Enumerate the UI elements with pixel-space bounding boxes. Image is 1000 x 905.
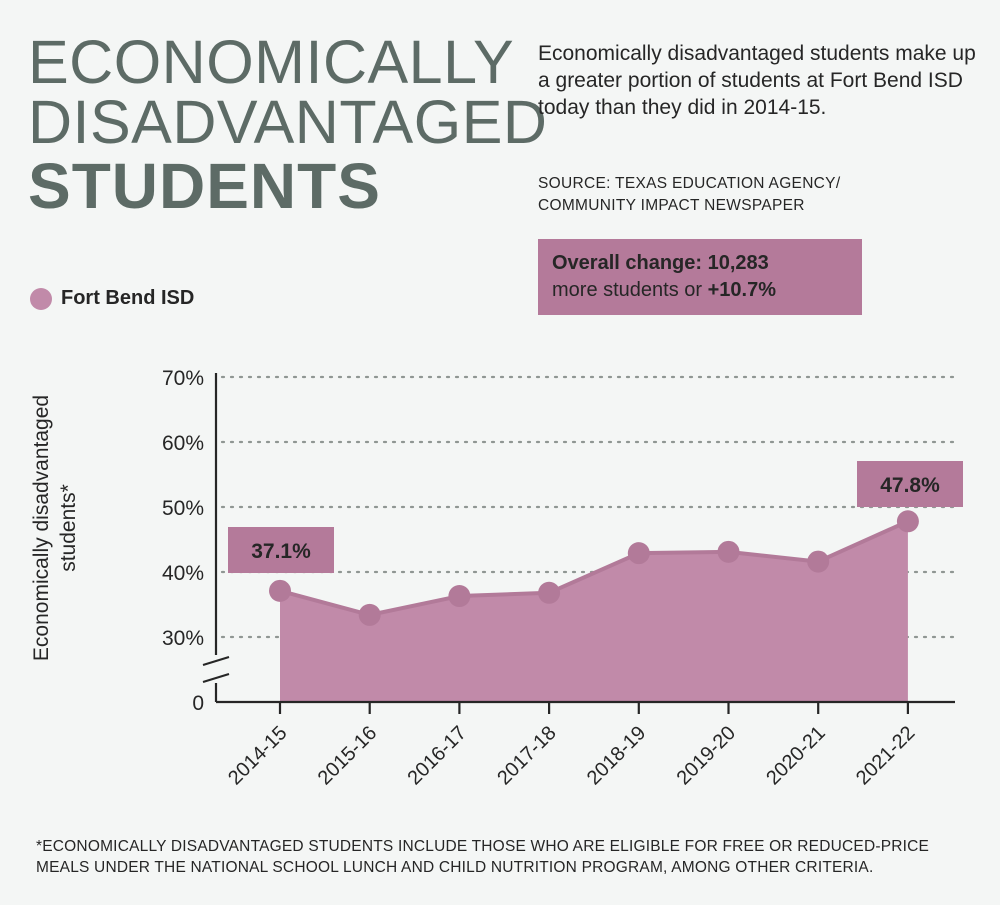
overall-change-headline: Overall change: 10,283	[552, 252, 769, 274]
data-point	[538, 581, 561, 604]
data-point	[627, 542, 650, 565]
x-tick-label: 2020-21	[762, 722, 829, 789]
x-tick-label: 2017-18	[493, 722, 560, 789]
y-tick-label: 70%	[162, 367, 204, 390]
data-point	[448, 585, 471, 608]
source-line-2: COMMUNITY IMPACT NEWSPAPER	[538, 197, 805, 214]
x-tick-label: 2021-22	[852, 722, 919, 789]
legend-swatch	[30, 287, 52, 310]
x-tick-label: 2014-15	[224, 722, 291, 789]
axis-break-mark	[202, 672, 230, 684]
x-tick-label: 2018-19	[583, 722, 650, 789]
data-label-box	[857, 461, 963, 507]
y-tick-label: 50%	[162, 497, 204, 520]
data-label: 37.1%	[251, 540, 311, 563]
footnote: *ECONOMICALLY DISADVANTAGED STUDENTS INC…	[36, 838, 930, 876]
title-line-1: ECONOMICALLY	[28, 28, 515, 96]
source: SOURCE: TEXAS EDUCATION AGENCY/ COMMUNIT…	[538, 173, 978, 217]
overall-change-detail-text: more students or	[552, 279, 708, 301]
legend: Fort Bend ISD	[30, 287, 194, 310]
y-axis-title-line-2: students*	[57, 484, 80, 572]
data-label: 47.8%	[880, 474, 940, 497]
x-tick-label: 2019-20	[673, 722, 740, 789]
overall-change-percent: +10.7%	[707, 279, 777, 301]
source-line-1: SOURCE: TEXAS EDUCATION AGENCY/	[538, 175, 841, 192]
legend-label: Fort Bend ISD	[61, 287, 195, 309]
overall-change-callout: Overall change: 10,283 more students or …	[538, 239, 862, 315]
data-point	[717, 540, 740, 563]
y-tick-label: 60%	[162, 432, 204, 455]
title-block: ECONOMICALLY DISADVANTAGED STUDENTS	[28, 28, 548, 222]
data-point	[358, 603, 381, 626]
overall-change-detail: more students or +10.7%	[552, 277, 848, 304]
title-line-3: STUDENTS	[28, 150, 381, 222]
axis-break-mark	[202, 655, 230, 667]
description: Economically disadvantaged students make…	[538, 42, 976, 119]
y-tick-label: 40%	[162, 562, 204, 585]
y-axis-title-line-1: Economically disadvantaged	[30, 395, 53, 661]
data-point	[896, 510, 919, 533]
y-tick-label: 0	[192, 692, 204, 715]
data-point	[807, 550, 830, 573]
x-tick-label: 2016-17	[403, 722, 470, 789]
series-area	[280, 521, 908, 702]
data-label-box	[228, 527, 334, 573]
series-line	[279, 519, 909, 617]
data-point	[269, 579, 291, 602]
y-tick-label: 30%	[162, 627, 204, 650]
title-line-2: DISADVANTAGED	[28, 88, 548, 156]
x-tick-label: 2015-16	[314, 722, 381, 789]
